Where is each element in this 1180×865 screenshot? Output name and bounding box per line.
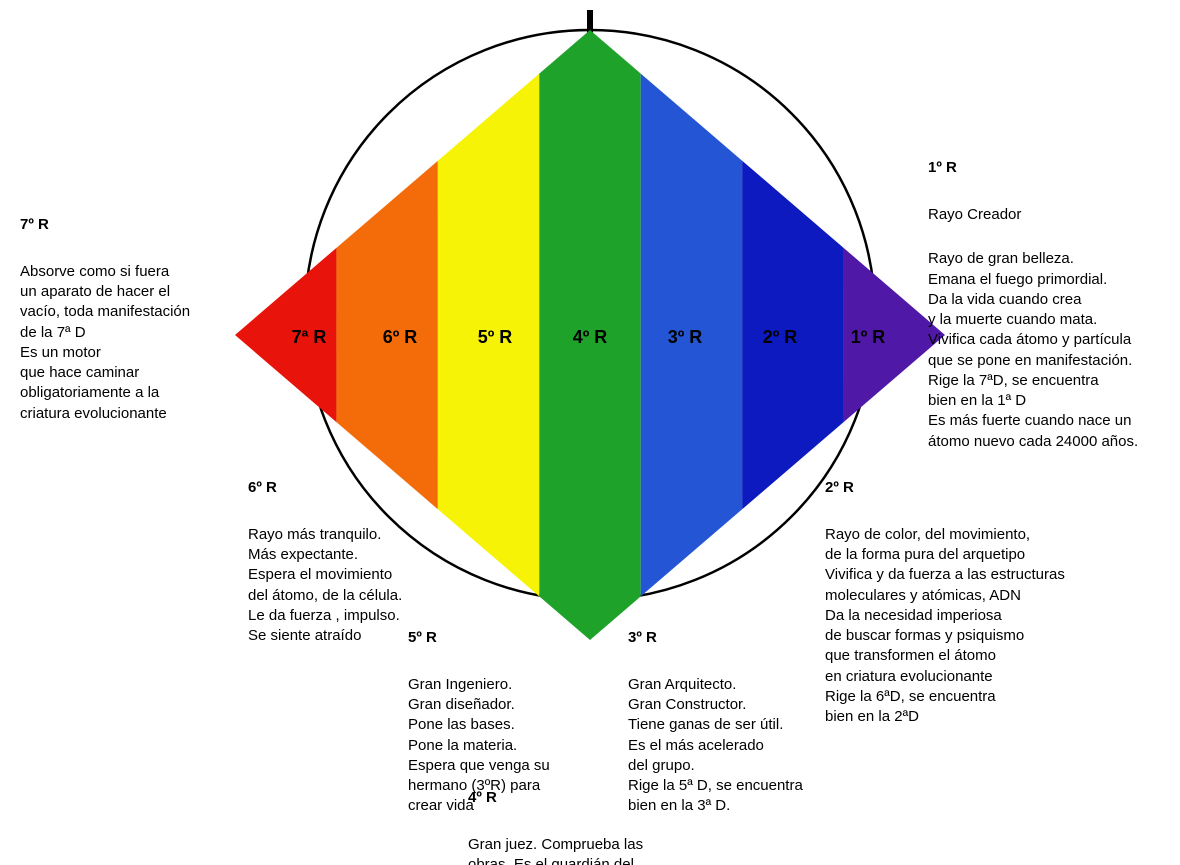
r6-title: 6º R: [248, 478, 458, 498]
segment-label-1: 7ª R: [292, 327, 327, 347]
r2-title: 2º R: [825, 478, 1125, 498]
r1-body: Rayo de gran belleza. Emana el fuego pri…: [928, 250, 1138, 449]
r6-body: Rayo más tranquilo. Más expectante. Espe…: [248, 526, 402, 644]
text-r2: 2º R Rayo de color, del movimiento, de l…: [825, 458, 1125, 727]
r7-body: Absorve como si fuera un aparato de hace…: [20, 263, 190, 422]
r4-title: 4º R: [468, 788, 728, 808]
r1-title: 1º R: [928, 158, 1178, 178]
text-r1: 1º R Rayo Creador Rayo de gran belleza. …: [928, 138, 1178, 452]
r5-title: 5º R: [408, 628, 608, 648]
diagram-stage: 7ª R 6º R 5º R 4º R 3º R 2º R 1º R 7º R Absorv…: [0, 0, 1180, 865]
segment-label-2: 6º R: [383, 327, 418, 347]
segment-label-7: 1º R: [851, 327, 886, 347]
segment-label-5: 3º R: [668, 327, 703, 347]
r2-body: Rayo de color, del movimiento, de la for…: [825, 526, 1065, 725]
text-r4: 4º R Gran juez. Comprueba las obras. Es …: [468, 768, 728, 865]
text-r7: 7º R Absorve como si fuera un aparato de…: [20, 195, 230, 424]
segment-label-6: 2º R: [763, 327, 798, 347]
segment-label-4: 4º R: [573, 327, 608, 347]
r4-body: Gran juez. Comprueba las obras. Es el gu…: [468, 836, 654, 865]
segment-label-3: 5º R: [478, 327, 513, 347]
r7-title: 7º R: [20, 215, 230, 235]
r1-subtitle: Rayo Creador: [928, 205, 1178, 225]
r3-title: 3º R: [628, 628, 848, 648]
